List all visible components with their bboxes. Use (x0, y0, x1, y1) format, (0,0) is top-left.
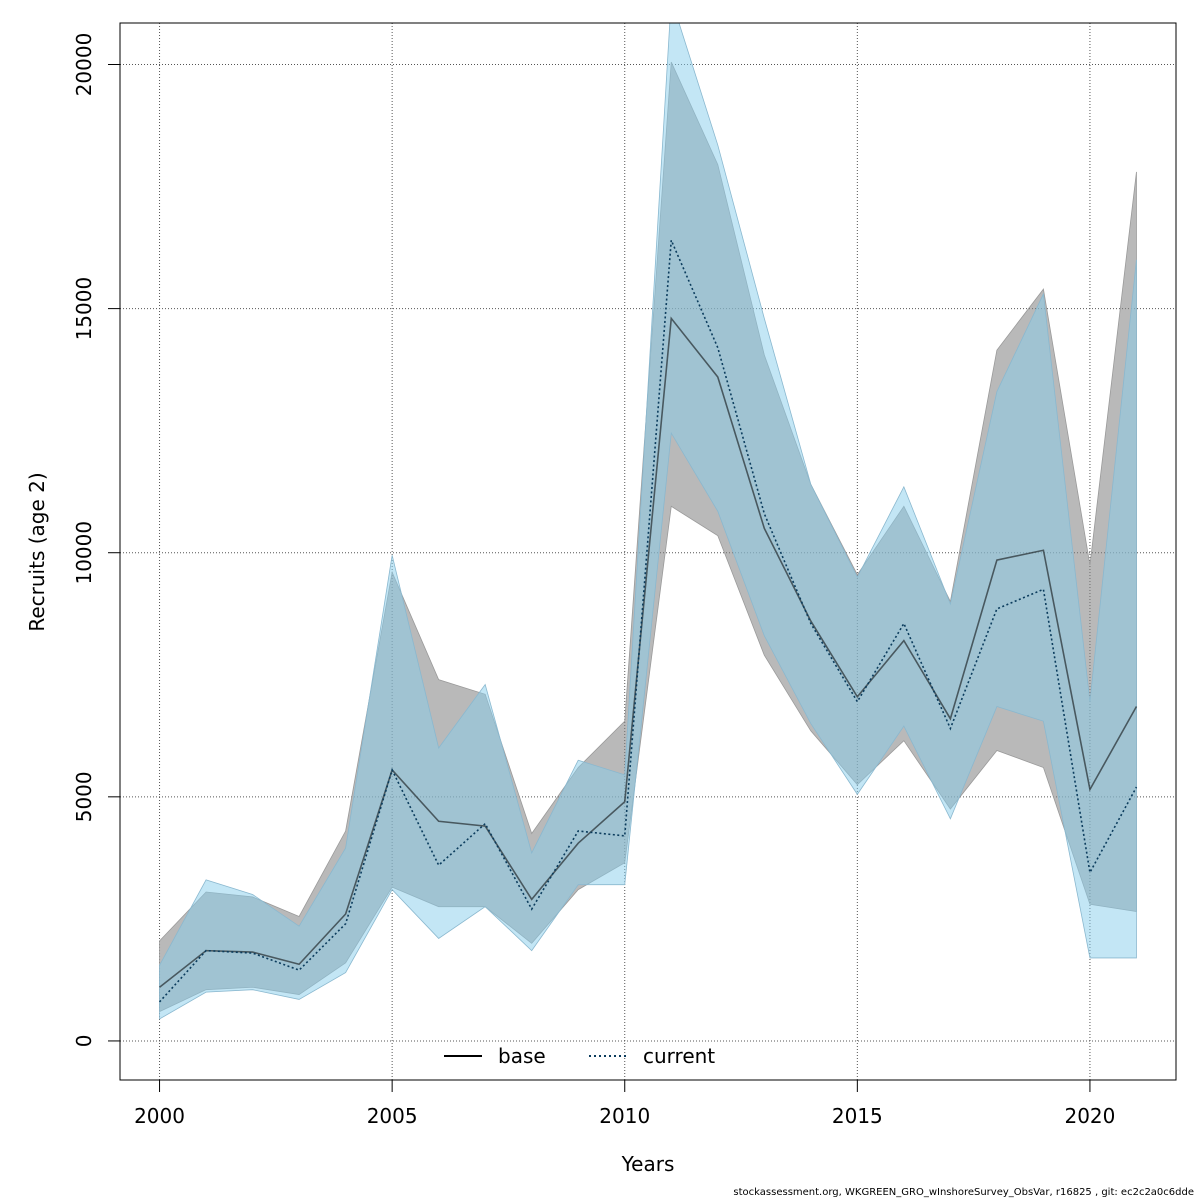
band-current (159, 23, 1137, 1020)
x-axis-title: Years (621, 1152, 675, 1176)
legend-base-label: base (498, 1044, 546, 1068)
y-tick-label-20000: 20000 (72, 33, 96, 97)
footer-caption: stockassessment.org, WKGREEN_GRO_wInshor… (733, 1187, 1194, 1198)
series-lines (158, 239, 1138, 1003)
y-tick-label-0: 0 (72, 1035, 96, 1048)
y-tick-label-15000: 15000 (72, 277, 96, 341)
x-tick-label-2010: 2010 (599, 1104, 650, 1128)
x-tick-label-2015: 2015 (832, 1104, 883, 1128)
x-tick-label-2000: 2000 (134, 1104, 185, 1128)
y-tick-label-10000: 10000 (72, 521, 96, 585)
x-axis: 2000 2005 2010 2015 2020 (134, 1080, 1115, 1128)
legend: base current (444, 1044, 715, 1068)
y-axis: 0 5000 10000 15000 20000 (72, 33, 120, 1048)
confidence-bands (159, 23, 1137, 1020)
plot-frame (119, 22, 1177, 1081)
x-tick-label-2020: 2020 (1064, 1104, 1115, 1128)
y-tick-label-5000: 5000 (72, 771, 96, 822)
y-axis-title: Recruits (age 2) (25, 472, 49, 631)
line-base (159, 316, 1138, 988)
line-current (158, 239, 1138, 1003)
x-tick-label-2005: 2005 (367, 1104, 418, 1128)
legend-current-label: current (643, 1044, 715, 1068)
